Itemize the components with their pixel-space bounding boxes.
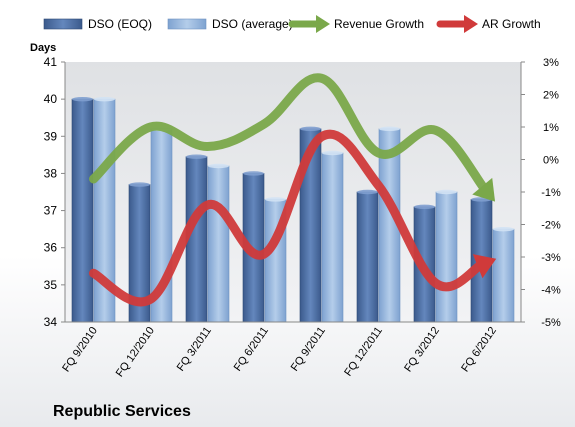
bar-cap-dso-eoq-6: [414, 204, 435, 210]
right-tick-label-0: -5%: [541, 317, 561, 329]
right-tick-label-5: 0%: [543, 155, 559, 167]
lines-layer: [89, 73, 497, 307]
legend-label-ar-growth: AR Growth: [482, 17, 541, 31]
bar-dso-eoq-2: [185, 156, 208, 323]
left-tick-label-6: 40: [44, 92, 58, 106]
right-tick-label-8: 3%: [543, 57, 559, 69]
left-tick-label-4: 38: [44, 166, 58, 180]
right-tick-label-2: -3%: [541, 252, 561, 264]
left-tick-label-0: 34: [44, 315, 58, 329]
left-tick-label-1: 35: [44, 278, 58, 292]
bar-cap-dso-eoq-1: [129, 182, 150, 187]
arrowhead-ar-growth: [472, 254, 497, 279]
bar-cap-dso-average-2: [208, 163, 229, 169]
bar-cap-dso-eoq-4: [300, 126, 321, 132]
line-ar-growth: [89, 129, 486, 307]
bar-cap-dso-eoq-3: [243, 171, 264, 176]
bar-dso-average-7: [492, 228, 515, 323]
legend-swatch-dso-eoq: [43, 18, 83, 30]
legend-arrow-ar-growth: [464, 15, 478, 33]
bar-cap-dso-average-6: [436, 189, 457, 195]
bar-dso-average-4: [321, 152, 344, 323]
bar-cap-dso-eoq-0: [72, 96, 93, 102]
legend-arrow-revenue-growth: [316, 15, 330, 33]
left-tick-label-7: 41: [44, 55, 58, 69]
bar-cap-dso-eoq-5: [357, 189, 378, 195]
legend-swatch-dso-average: [167, 18, 207, 30]
legend-label-dso-eoq: DSO (EOQ): [88, 17, 152, 31]
right-tick-label-1: -4%: [541, 285, 561, 297]
right-tick-label-7: 2%: [543, 90, 559, 102]
bar-dso-average-6: [435, 191, 458, 323]
legend-label-dso-average: DSO (average): [212, 17, 293, 31]
legend-label-revenue-growth: Revenue Growth: [334, 17, 424, 31]
right-tick-label-4: -1%: [541, 187, 561, 199]
bar-cap-dso-eoq-2: [186, 154, 207, 159]
company-title: Republic Services: [53, 403, 191, 420]
line-revenue-growth: [89, 73, 490, 194]
left-tick-label-2: 36: [44, 241, 58, 255]
bar-cap-dso-average-3: [265, 197, 286, 202]
left-axis-title: Days: [30, 42, 56, 54]
arrowhead-revenue-growth: [472, 177, 496, 202]
bar-cap-dso-average-0: [94, 96, 115, 102]
bar-dso-average-2: [207, 165, 230, 323]
legend: DSO (EOQ) DSO (average) Revenue Growth AR G…: [43, 15, 541, 33]
bar-cap-dso-average-4: [322, 150, 343, 156]
bar-dso-eoq-5: [356, 191, 379, 323]
right-tick-label-6: 1%: [543, 122, 559, 134]
right-tick-label-3: -2%: [541, 220, 561, 232]
left-tick-label-5: 39: [44, 129, 58, 143]
bar-dso-eoq-0: [71, 98, 94, 323]
left-tick-label-3: 37: [44, 204, 58, 218]
bar-cap-dso-average-7: [493, 226, 514, 232]
bar-cap-dso-average-5: [379, 126, 400, 132]
